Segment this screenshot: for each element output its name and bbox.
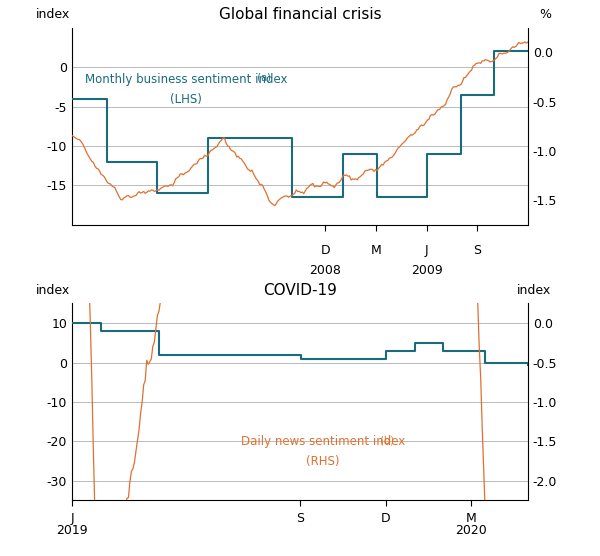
Text: (b): (b) — [252, 435, 394, 445]
Text: J: J — [425, 245, 428, 257]
Text: D: D — [380, 512, 391, 525]
Text: (LHS): (LHS) — [170, 93, 202, 106]
Text: (RHS): (RHS) — [306, 455, 340, 468]
Text: %: % — [539, 8, 551, 21]
Text: Monthly business sentiment index: Monthly business sentiment index — [85, 73, 287, 86]
Text: Daily news sentiment index: Daily news sentiment index — [241, 435, 405, 448]
Text: (a): (a) — [101, 73, 271, 83]
Text: index: index — [517, 284, 551, 297]
Text: S: S — [296, 512, 304, 525]
Text: M: M — [466, 512, 476, 525]
Title: Global financial crisis: Global financial crisis — [218, 7, 382, 22]
Text: 2019: 2019 — [56, 524, 88, 537]
Title: COVID-19: COVID-19 — [263, 283, 337, 298]
Text: 2020: 2020 — [455, 524, 487, 537]
Text: J: J — [70, 512, 74, 525]
Text: S: S — [473, 245, 481, 257]
Text: M: M — [371, 245, 382, 257]
Text: 2008: 2008 — [310, 264, 341, 277]
Text: D: D — [320, 245, 330, 257]
Text: 2009: 2009 — [411, 264, 443, 277]
Text: index: index — [35, 8, 70, 21]
Text: index: index — [35, 284, 70, 297]
